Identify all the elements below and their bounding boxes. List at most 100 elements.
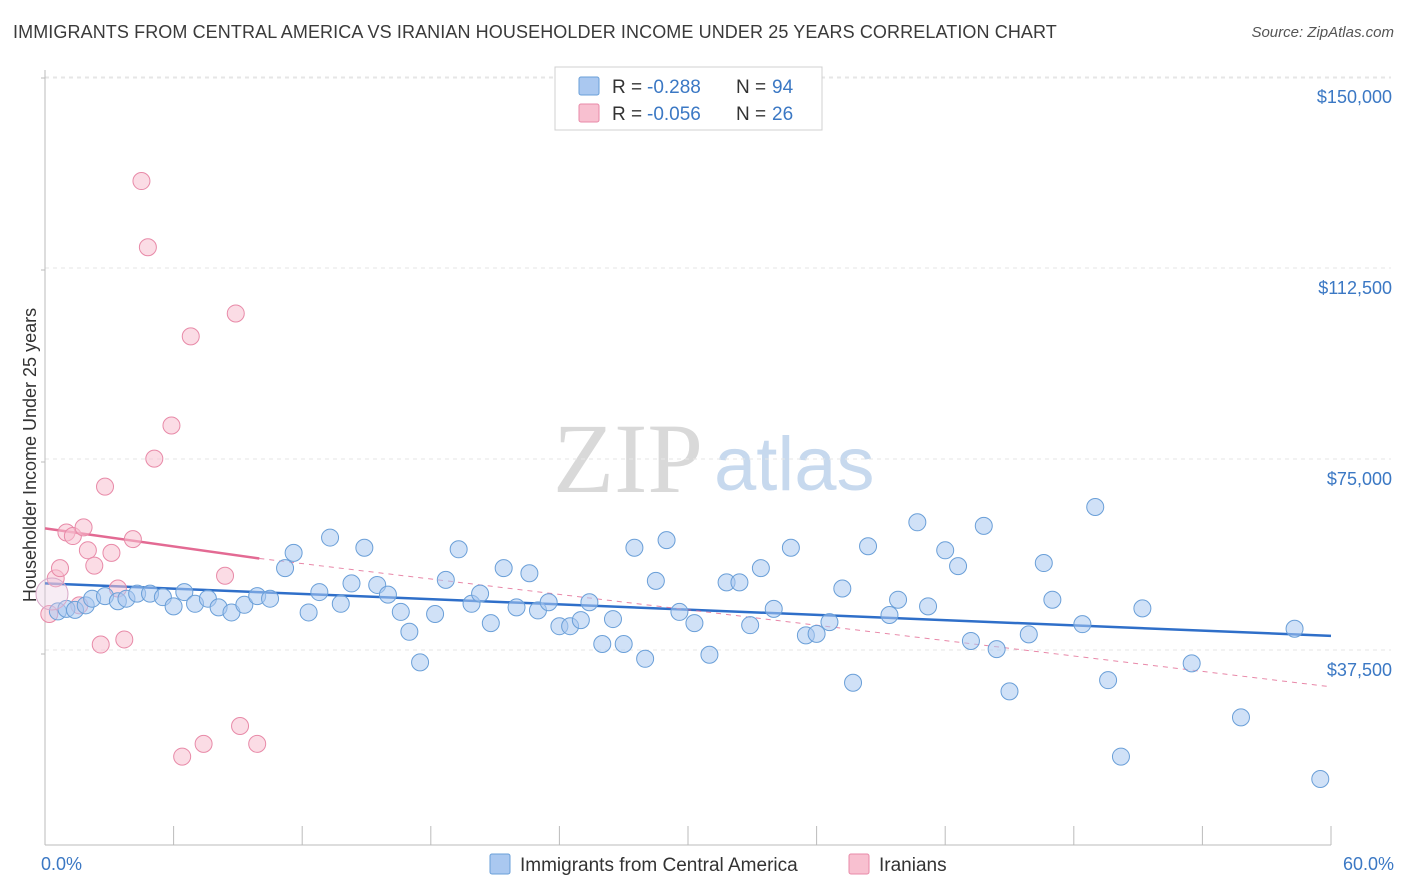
point-iranian-11 bbox=[102, 543, 121, 562]
point-central-america-43 bbox=[539, 593, 558, 612]
grid-lines bbox=[45, 76, 1391, 651]
point-central-america-68 bbox=[844, 673, 863, 692]
legend-swatch-central-america bbox=[578, 76, 600, 96]
point-central-america-19 bbox=[261, 589, 280, 608]
point-central-america-53 bbox=[646, 571, 665, 590]
point-central-america-69 bbox=[859, 537, 878, 556]
point-central-america-22 bbox=[299, 603, 318, 622]
point-central-america-20 bbox=[276, 559, 295, 578]
y-tick-label-1: $75,000 bbox=[1327, 469, 1392, 489]
chart-title: IMMIGRANTS FROM CENTRAL AMERICA VS IRANI… bbox=[13, 22, 1057, 42]
legend-n-value-1: 26 bbox=[772, 104, 793, 125]
legend-n-label-1: N = bbox=[736, 104, 766, 125]
point-central-america-50 bbox=[614, 635, 633, 654]
point-central-america-40 bbox=[507, 598, 526, 617]
point-central-america-57 bbox=[700, 645, 719, 664]
series-legend: Immigrants from Central America Iranians bbox=[489, 853, 947, 876]
point-central-america-90 bbox=[1285, 619, 1304, 638]
x-tick-label-max: 60.0% bbox=[1343, 854, 1394, 874]
y-axis-label: Householder Income Under 25 years bbox=[20, 308, 40, 602]
point-central-america-87 bbox=[1133, 599, 1152, 618]
point-central-america-73 bbox=[919, 597, 938, 616]
point-iranian-25 bbox=[248, 734, 267, 753]
point-central-america-33 bbox=[426, 604, 445, 623]
chart-source: Source: ZipAtlas.com bbox=[1251, 24, 1394, 41]
point-iranian-9 bbox=[91, 635, 110, 654]
point-central-america-34 bbox=[436, 570, 455, 589]
point-iranian-19 bbox=[173, 747, 192, 766]
point-iranian-8 bbox=[85, 556, 104, 575]
point-central-america-26 bbox=[342, 574, 361, 593]
point-central-america-47 bbox=[580, 593, 599, 612]
y-tick-label-2: $112,500 bbox=[1318, 278, 1392, 298]
point-iranian-22 bbox=[216, 566, 235, 585]
point-iranian-16 bbox=[138, 238, 157, 257]
point-central-america-67 bbox=[833, 579, 852, 598]
point-iranian-10 bbox=[96, 477, 115, 496]
point-central-america-88 bbox=[1182, 654, 1201, 673]
point-iranian-13 bbox=[115, 630, 134, 649]
point-central-america-52 bbox=[636, 649, 655, 668]
watermark-atlas: atlas bbox=[714, 422, 875, 507]
point-central-america-41 bbox=[520, 564, 539, 583]
point-central-america-27 bbox=[355, 538, 374, 557]
point-iranian-2 bbox=[51, 559, 70, 578]
point-central-america-82 bbox=[1043, 590, 1062, 609]
point-central-america-11 bbox=[164, 597, 183, 616]
watermark: ZIP atlas bbox=[553, 403, 875, 514]
point-central-america-31 bbox=[400, 622, 419, 641]
point-central-america-76 bbox=[961, 631, 980, 650]
legend-r-value-1: -0.056 bbox=[647, 104, 701, 125]
point-central-america-12 bbox=[175, 583, 194, 602]
point-cluster-origin bbox=[35, 577, 69, 611]
point-iranian-23 bbox=[226, 304, 245, 323]
point-iranian-21 bbox=[194, 734, 213, 753]
point-central-america-65 bbox=[807, 624, 826, 643]
point-iranian-18 bbox=[162, 416, 181, 435]
point-central-america-60 bbox=[741, 616, 760, 635]
legend-n-value-0: 94 bbox=[772, 77, 794, 98]
point-central-america-63 bbox=[781, 538, 800, 557]
point-central-america-35 bbox=[449, 540, 468, 559]
point-central-america-46 bbox=[571, 611, 590, 630]
point-central-america-75 bbox=[949, 557, 968, 576]
x-tick-label-min: 0.0% bbox=[41, 854, 82, 874]
point-central-america-83 bbox=[1073, 615, 1092, 634]
point-iranian-6 bbox=[74, 518, 93, 537]
stats-legend: R = -0.288 N = 94 R = -0.056 N = 26 bbox=[554, 66, 823, 131]
point-central-america-55 bbox=[670, 602, 689, 621]
point-central-america-51 bbox=[625, 538, 644, 557]
point-central-america-54 bbox=[657, 531, 676, 550]
point-central-america-32 bbox=[411, 653, 430, 672]
point-iranian-20 bbox=[181, 327, 200, 346]
point-iranian-24 bbox=[231, 717, 250, 736]
point-iranian-15 bbox=[132, 172, 151, 191]
point-central-america-74 bbox=[936, 541, 955, 560]
point-central-america-24 bbox=[321, 528, 340, 547]
y-tick-label-0: $37,500 bbox=[1327, 660, 1392, 680]
point-central-america-39 bbox=[494, 559, 513, 578]
legend-r-label-0: R = bbox=[612, 77, 642, 98]
point-central-america-25 bbox=[331, 594, 350, 613]
point-central-america-37 bbox=[471, 584, 490, 603]
point-central-america-21 bbox=[284, 543, 303, 562]
point-central-america-91 bbox=[1311, 769, 1330, 788]
point-central-america-84 bbox=[1086, 498, 1105, 517]
point-central-america-81 bbox=[1034, 554, 1053, 573]
point-central-america-62 bbox=[764, 599, 783, 618]
point-central-america-61 bbox=[751, 559, 770, 578]
point-iranian-17 bbox=[145, 449, 164, 468]
stats-legend-box bbox=[554, 66, 823, 131]
point-central-america-48 bbox=[593, 635, 612, 654]
point-iranian-14 bbox=[123, 530, 142, 549]
point-central-america-80 bbox=[1019, 625, 1038, 644]
point-central-america-71 bbox=[889, 590, 908, 609]
x-tick-marks bbox=[41, 77, 1332, 845]
point-central-america-86 bbox=[1111, 747, 1130, 766]
point-central-america-59 bbox=[730, 573, 749, 592]
y-tick-label-3: $150,000 bbox=[1317, 87, 1392, 107]
series-legend-swatch-central-america bbox=[489, 853, 511, 875]
point-central-america-77 bbox=[974, 516, 993, 535]
point-central-america-70 bbox=[880, 605, 899, 624]
